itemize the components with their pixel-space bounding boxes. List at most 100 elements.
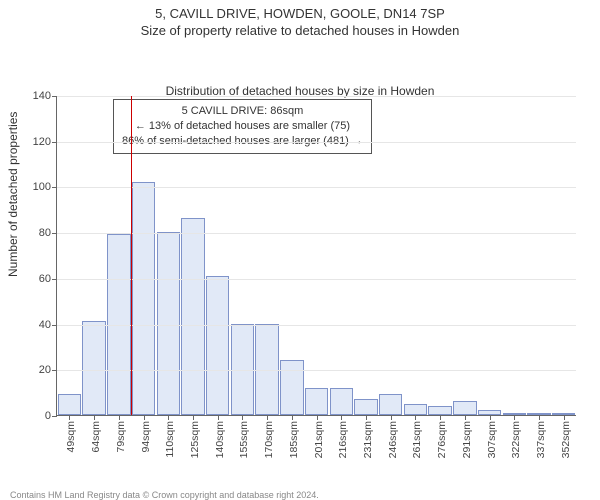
bar-slot: 307sqm [477,96,502,415]
x-tick-label: 246sqm [387,421,399,458]
bar-slot: 291sqm [453,96,478,415]
x-tick-label: 231sqm [362,421,374,458]
x-tick-mark [69,415,70,420]
bar-slot: 246sqm [378,96,403,415]
x-tick-mark [440,415,441,420]
bar [354,399,377,415]
y-tick-mark [52,96,57,97]
x-tick-label: 337sqm [535,421,547,458]
y-tick-label: 0 [45,410,51,422]
plot-area: 49sqm64sqm79sqm94sqm110sqm125sqm140sqm15… [56,96,576,416]
x-tick-mark [242,415,243,420]
x-tick-label: 140sqm [214,421,226,458]
gridline [57,325,576,326]
bar [58,394,81,415]
bar [132,182,155,415]
annotation-line: 5 CAVILL DRIVE: 86sqm [122,104,363,119]
y-tick-label: 100 [33,181,51,193]
bar [255,324,278,415]
histogram-chart: Number of detached properties 49sqm64sqm… [0,84,600,484]
bar [280,360,303,415]
y-axis-label: Number of detached properties [6,112,20,277]
x-tick-label: 291sqm [461,421,473,458]
y-tick-label: 40 [39,319,51,331]
x-tick-label: 79sqm [115,421,127,453]
x-tick-mark [539,415,540,420]
bar-slot: 337sqm [527,96,552,415]
bar-slot: 64sqm [82,96,107,415]
bar [82,321,105,415]
x-tick-label: 94sqm [140,421,152,453]
y-tick-mark [52,325,57,326]
x-tick-label: 49sqm [65,421,77,453]
x-tick-mark [193,415,194,420]
bar [231,324,254,415]
footer-line-1: Contains HM Land Registry data © Crown c… [10,490,590,500]
y-tick-mark [52,187,57,188]
x-tick-mark [341,415,342,420]
bar [305,388,328,415]
bar-slot: 352sqm [551,96,576,415]
x-tick-mark [366,415,367,420]
bar [404,404,427,415]
x-tick-label: 170sqm [263,421,275,458]
x-tick-label: 261sqm [411,421,423,458]
y-tick-mark [52,279,57,280]
x-tick-label: 64sqm [90,421,102,453]
x-tick-mark [267,415,268,420]
x-tick-mark [514,415,515,420]
bar [330,388,353,415]
x-tick-label: 201sqm [313,421,325,458]
x-tick-label: 125sqm [189,421,201,458]
bar [428,406,451,415]
x-tick-label: 110sqm [164,421,176,458]
y-tick-mark [52,233,57,234]
x-tick-label: 185sqm [288,421,300,458]
gridline [57,187,576,188]
x-tick-mark [168,415,169,420]
x-tick-label: 216sqm [337,421,349,458]
x-tick-mark [465,415,466,420]
x-tick-mark [119,415,120,420]
x-tick-mark [391,415,392,420]
x-tick-label: 155sqm [238,421,250,458]
footer-attribution: Contains HM Land Registry data © Crown c… [0,484,600,500]
gridline [57,142,576,143]
x-tick-mark [292,415,293,420]
bar [453,401,476,415]
x-tick-mark [317,415,318,420]
x-tick-mark [218,415,219,420]
x-tick-mark [564,415,565,420]
annotation-box: 5 CAVILL DRIVE: 86sqm← 13% of detached h… [113,99,372,154]
x-tick-label: 352sqm [560,421,572,458]
y-tick-label: 80 [39,227,51,239]
gridline [57,96,576,97]
bar [379,394,402,415]
bar [206,276,229,415]
bar-slot: 322sqm [502,96,527,415]
x-tick-label: 276sqm [436,421,448,458]
bar-slot: 261sqm [403,96,428,415]
page-title-line1: 5, CAVILL DRIVE, HOWDEN, GOOLE, DN14 7SP [0,6,600,21]
y-tick-mark [52,370,57,371]
x-tick-label: 307sqm [486,421,498,458]
gridline [57,233,576,234]
y-tick-label: 20 [39,364,51,376]
x-tick-mark [490,415,491,420]
page-title-line2: Size of property relative to detached ho… [0,23,600,38]
bar-slot: 276sqm [428,96,453,415]
bar-slot: 49sqm [57,96,82,415]
y-tick-mark [52,416,57,417]
bar [181,218,204,415]
x-tick-mark [415,415,416,420]
x-tick-label: 322sqm [510,421,522,458]
y-tick-mark [52,142,57,143]
y-tick-label: 120 [33,136,51,148]
x-tick-mark [94,415,95,420]
gridline [57,370,576,371]
x-tick-mark [144,415,145,420]
marker-line [131,96,132,415]
y-tick-label: 140 [33,90,51,102]
annotation-line: ← 13% of detached houses are smaller (75… [122,119,363,134]
gridline [57,279,576,280]
